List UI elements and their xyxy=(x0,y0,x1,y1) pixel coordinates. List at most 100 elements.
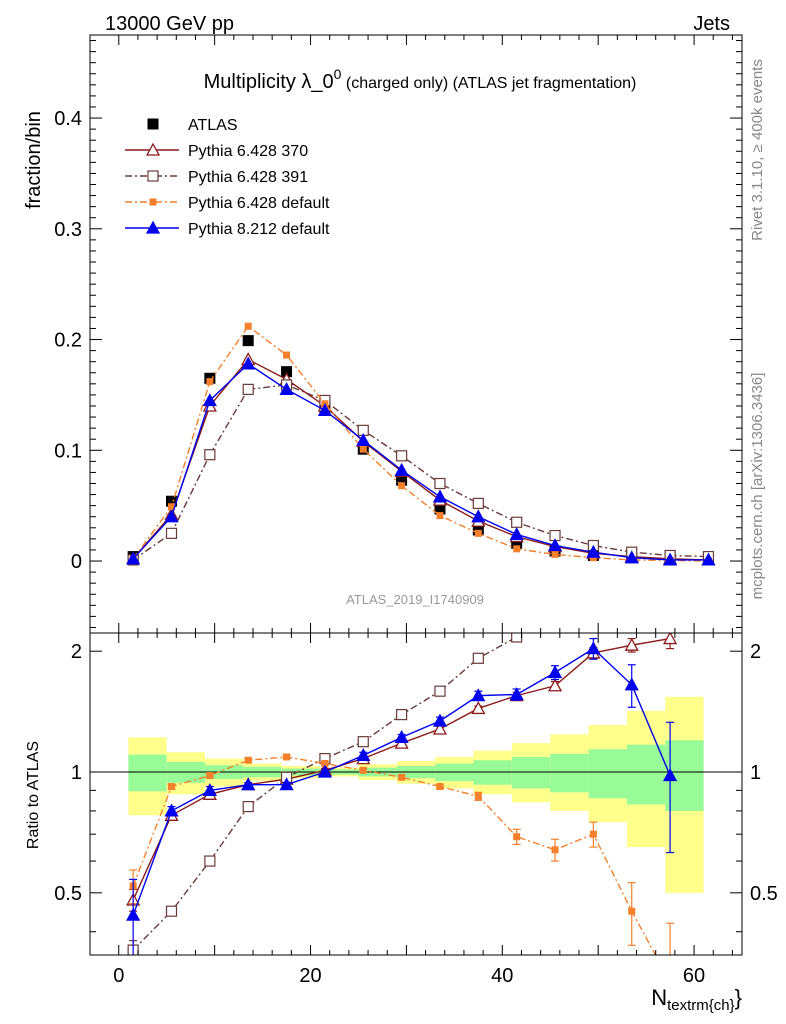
ratio-series-marker-3 xyxy=(126,907,141,921)
upper-series-marker-3 xyxy=(509,527,524,541)
upper-series-marker-3 xyxy=(241,356,256,370)
upper-series-marker-2 xyxy=(244,322,252,330)
ratio-series-marker-2 xyxy=(206,772,214,780)
upper-series-marker-3 xyxy=(356,432,371,446)
upper-series-marker-2 xyxy=(283,351,291,359)
ratio-series-marker-3 xyxy=(624,677,639,691)
upper-series-marker-1 xyxy=(396,450,408,462)
upper-series-marker-3 xyxy=(471,509,486,523)
ratio-series-marker-1 xyxy=(242,801,254,813)
upper-y-tick-label: 0.3 xyxy=(54,219,82,241)
ratio-series-marker-3 xyxy=(509,687,524,701)
legend-marker-0 xyxy=(145,142,161,156)
ratio-series-marker-1 xyxy=(434,685,446,697)
upper-series-line-3 xyxy=(132,363,709,561)
axes: 0 20 40 60 0 0.1 0.2 0.3 0.4 0.5 0.5 1 1 2 2 xyxy=(54,34,778,987)
upper-y-axis-label: fraction/bin xyxy=(23,111,45,209)
band-inner-bin xyxy=(550,753,589,793)
upper-series-marker-3 xyxy=(279,382,294,396)
lower-y-tick-label-right: 0.5 xyxy=(750,883,778,905)
upper-series-line-0 xyxy=(132,358,709,561)
header-energy-label: 13000 GeV pp xyxy=(105,13,234,35)
upper-series-marker-2 xyxy=(206,378,214,386)
ratio-series-marker-2 xyxy=(436,783,444,791)
ratio-series-marker-2 xyxy=(359,766,367,774)
ratio-series-marker-2 xyxy=(283,753,291,761)
ratio-panel-series xyxy=(126,633,678,985)
mcplots-label: mcplots.cern.ch [arXiv:1306.3436] xyxy=(749,373,766,600)
x-tick-label: 60 xyxy=(683,965,705,987)
lower-y-tick-label-left: 2 xyxy=(71,641,82,663)
legend-marker-2 xyxy=(149,198,157,206)
upper-y-tick-label: 0.2 xyxy=(54,330,82,352)
ratio-series-marker-2 xyxy=(551,846,559,854)
upper-series-marker-3 xyxy=(701,552,716,566)
legend: ATLAS Pythia 6.428 370 Pythia 6.428 391 Pyt… xyxy=(125,117,330,238)
x-tick-label: 40 xyxy=(491,965,513,987)
upper-series-marker-3 xyxy=(547,538,563,552)
upper-series-marker-3 xyxy=(202,393,217,407)
legend-label-2: Pythia 6.428 default xyxy=(188,195,330,212)
upper-series-marker-1 xyxy=(472,497,484,510)
upper-panel-series xyxy=(126,322,716,566)
lower-y-tick-label-left: 0.5 xyxy=(54,883,82,905)
band-inner-bin xyxy=(626,744,666,805)
x-tick-label: 0 xyxy=(113,965,124,987)
atlas-data-point xyxy=(242,335,254,347)
upper-y-tick-label: 0 xyxy=(71,551,82,573)
ratio-series-marker-2 xyxy=(589,830,597,838)
upper-series-marker-3 xyxy=(624,550,639,564)
ratio-series-marker-1 xyxy=(472,652,484,664)
upper-series-marker-3 xyxy=(662,552,678,566)
ratio-series-marker-3 xyxy=(241,777,256,791)
upper-y-tick-label: 0.4 xyxy=(54,108,82,130)
ratio-series-marker-3 xyxy=(202,783,217,797)
upper-series-marker-2 xyxy=(474,529,482,537)
legend-label-atlas: ATLAS xyxy=(188,117,238,134)
ratio-series-marker-3 xyxy=(317,764,333,778)
ratio-series-marker-0 xyxy=(432,721,448,735)
ratio-series-marker-3 xyxy=(164,803,179,817)
ratio-series-line-2 xyxy=(132,756,657,955)
upper-series-marker-3 xyxy=(164,509,179,523)
ratio-series-marker-2 xyxy=(667,978,674,985)
ratio-series-marker-1 xyxy=(204,855,216,867)
lower-y-tick-label-left: 1 xyxy=(71,762,82,784)
x-tick-label: 20 xyxy=(299,965,321,987)
band-inner-bin xyxy=(511,756,551,789)
legend-label-3: Pythia 8.212 default xyxy=(188,221,330,238)
upper-series-marker-3 xyxy=(126,551,141,565)
upper-series-marker-3 xyxy=(432,489,448,503)
upper-series-marker-1 xyxy=(204,449,216,461)
ratio-series-marker-3 xyxy=(394,729,409,743)
ratio-series-marker-3 xyxy=(471,688,486,702)
lower-y-tick-label-right: 1 xyxy=(750,762,761,784)
analysis-watermark: ATLAS_2019_I1740909 xyxy=(346,592,484,607)
legend-label-0: Pythia 6.428 370 xyxy=(188,143,308,160)
ratio-series-marker-3 xyxy=(547,665,563,679)
ratio-series-marker-3 xyxy=(356,748,371,762)
upper-y-tick-label: 0.1 xyxy=(54,440,82,462)
ratio-series-marker-3 xyxy=(586,641,601,655)
ratio-series-marker-2 xyxy=(321,760,329,768)
ratio-series-marker-2 xyxy=(398,773,406,781)
upper-series-marker-3 xyxy=(586,544,601,558)
upper-series-marker-2 xyxy=(513,545,521,553)
ratio-series-marker-2 xyxy=(474,792,482,800)
ratio-series-marker-0 xyxy=(547,678,563,692)
atlas-data-point xyxy=(434,503,446,515)
header-process-label: Jets xyxy=(693,13,730,35)
upper-series-line-1 xyxy=(132,384,709,561)
ratio-series-marker-1 xyxy=(396,709,408,721)
x-axis-label: Ntextrm{ch}} xyxy=(651,985,742,1014)
upper-series-marker-2 xyxy=(168,503,175,511)
rivet-version-label: Rivet 3.1.10, ≥ 400k events xyxy=(749,59,766,241)
upper-series-marker-2 xyxy=(436,512,444,520)
upper-series-marker-2 xyxy=(398,482,406,490)
ratio-series-marker-0 xyxy=(471,701,486,715)
upper-series-marker-2 xyxy=(359,445,367,453)
ratio-series-marker-1 xyxy=(165,905,178,917)
ratio-series-marker-3 xyxy=(662,768,678,782)
ratio-series-marker-0 xyxy=(662,633,678,645)
